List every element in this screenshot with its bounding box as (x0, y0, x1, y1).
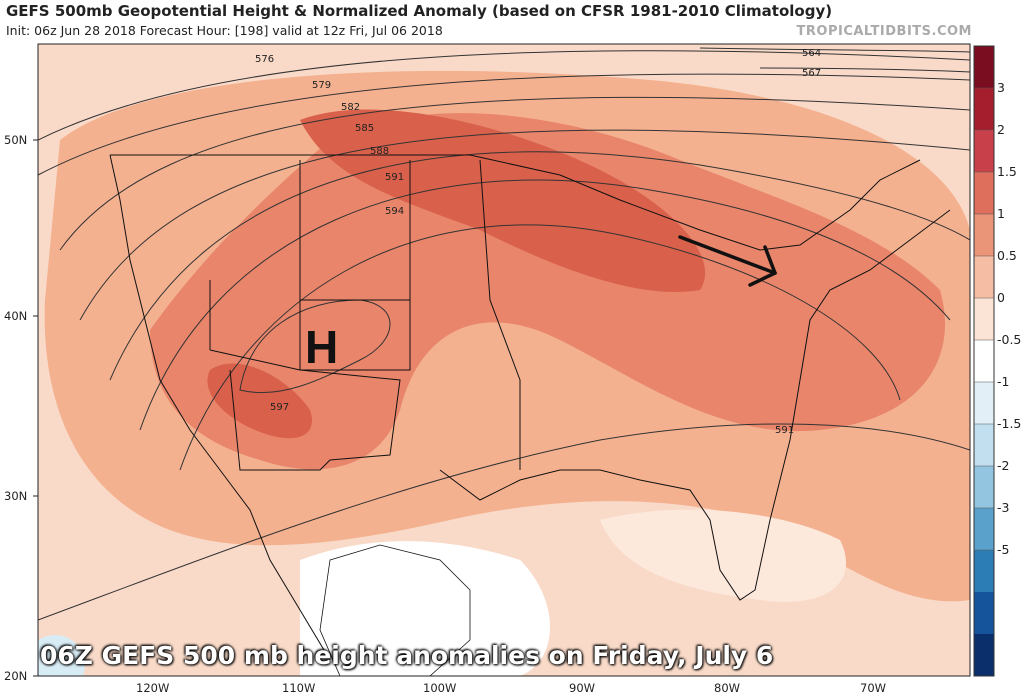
colorbar-segment (974, 634, 994, 677)
lon-label: 100W (423, 681, 456, 695)
contour-label: 579 (312, 80, 331, 91)
contour-label: 591 (775, 425, 794, 436)
trough-arrow (678, 235, 777, 287)
map-frame (37, 43, 971, 677)
colorbar-segment (974, 130, 994, 173)
lat-label: 40N (4, 309, 27, 323)
lat-label: 50N (4, 133, 27, 147)
lat-label: 20N (4, 669, 27, 683)
lon-label: 90W (569, 681, 595, 695)
contour-label: 591 (385, 172, 404, 183)
lon-label: 70W (860, 681, 886, 695)
colorbar-segment (974, 382, 994, 425)
colorbar-tick-label: -1.5 (997, 416, 1021, 431)
watermark: TROPICALTIDBITS.COM (796, 24, 972, 39)
high-pressure-label: H (305, 321, 338, 373)
mexico-land (319, 544, 471, 676)
colorbar-tick-label: 0 (997, 290, 1005, 305)
colorbar-segment (974, 46, 994, 89)
colorbar-tick-label: -1 (997, 374, 1009, 389)
colorbar-segment (974, 256, 994, 299)
colorbar-tick-label: -0.5 (997, 332, 1021, 347)
colorbar-tick-label: 0.5 (997, 248, 1017, 263)
colorbar-segment (974, 298, 994, 341)
colorbar-segment (974, 172, 994, 215)
contour-label: 576 (255, 54, 274, 65)
lon-label: 120W (136, 681, 169, 695)
lon-label: 80W (714, 681, 740, 695)
contour-label: 582 (341, 102, 360, 113)
colorbar-tick-label: -2 (997, 458, 1009, 473)
colorbar-segment (974, 424, 994, 467)
colorbar: 3 2 1.5 1 0.5 0 -0.5 -1 -1.5 -2 -3 -5 (973, 45, 1021, 677)
anomaly-field: 576 579 582 585 588 591 594 597 591 564 … (38, 44, 970, 676)
colorbar-tick-label: 3 (997, 80, 1005, 95)
anomaly-area-strong-southwest (207, 363, 312, 439)
lon-label: 110W (282, 681, 315, 695)
colorbar-tick-label: -5 (997, 542, 1009, 557)
height-contours (38, 47, 970, 621)
anomaly-area-medium (150, 113, 945, 470)
colorbar-segment (974, 340, 994, 383)
colorbar-frame (973, 45, 995, 677)
colorbar-segment (974, 550, 994, 593)
contour-label: 585 (355, 123, 374, 134)
contour-label: 597 (270, 402, 289, 413)
map-caption: 06Z GEFS 500 mb height anomalies on Frid… (40, 641, 774, 670)
coastlines-borders (109, 154, 951, 661)
colorbar-tick-label: 1.5 (997, 164, 1017, 179)
colorbar-segment (974, 508, 994, 551)
colorbar-segment (974, 88, 994, 131)
negative-anomaly-patch (38, 635, 85, 676)
colorbar-segment (974, 214, 994, 257)
chart-title: GEFS 500mb Geopotential Height & Normali… (6, 2, 833, 20)
latitude-axis: 50N 40N 30N 20N (4, 133, 38, 683)
colorbar-segment (974, 466, 994, 509)
colorbar-segment (974, 592, 994, 635)
colorbar-tick-label: 2 (997, 122, 1005, 137)
contour-label: 567 (802, 68, 821, 79)
contour-label: 564 (802, 48, 821, 59)
anomaly-area-neutral-gulf (600, 509, 847, 602)
colorbar-tick-label: -3 (997, 500, 1009, 515)
chart-subtitle: Init: 06z Jun 28 2018 Forecast Hour: [19… (6, 23, 443, 38)
colorbar-tick-label: 1 (997, 206, 1005, 221)
contour-label: 588 (370, 146, 389, 157)
contour-label-group: 576 579 582 585 588 591 594 597 591 564 … (255, 48, 821, 436)
longitude-axis: 120W 110W 100W 90W 80W 70W (136, 681, 886, 695)
contour-label: 594 (385, 206, 404, 217)
lat-label: 30N (4, 489, 27, 503)
